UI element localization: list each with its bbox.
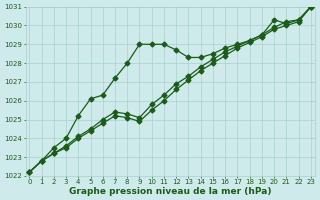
X-axis label: Graphe pression niveau de la mer (hPa): Graphe pression niveau de la mer (hPa)	[69, 187, 271, 196]
